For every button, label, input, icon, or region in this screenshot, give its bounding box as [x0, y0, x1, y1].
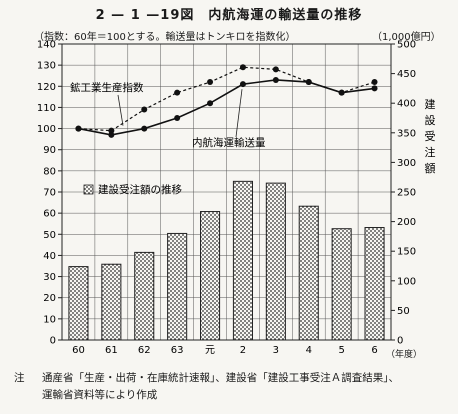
right-tick-label: 250 [397, 188, 416, 199]
coastal-shipping-label: 内航海運輸送量 [192, 136, 266, 149]
bar [134, 251, 155, 341]
right-axis-label-char: 注 [425, 145, 436, 159]
bar [200, 211, 221, 341]
coastal-shipping-point [305, 79, 312, 86]
left-tick-label: 110 [37, 103, 56, 114]
left-tick-label: 100 [37, 124, 56, 135]
left-tick-label: 40 [43, 251, 56, 262]
left-tick-label: 0 [50, 336, 56, 347]
left-tick-label: 10 [43, 314, 56, 325]
x-tick-label: 6 [371, 345, 377, 356]
note-line-1: 通産省「生産・出荷・在庫統計速報」、建設省「建設工事受注Ａ調査結果」、 [42, 372, 399, 384]
coastal-shipping-point [207, 100, 214, 107]
industrial-index-point [174, 89, 181, 96]
industrial-index-leader [117, 94, 124, 126]
bar [232, 180, 253, 341]
right-tick-label: 0 [397, 336, 403, 347]
x-tick-label: 2 [240, 345, 246, 356]
right-tick-label: 450 [397, 69, 416, 80]
right-tick-label: 300 [397, 158, 416, 169]
right-axis-label-char: 受 [425, 130, 436, 143]
bar [265, 182, 286, 341]
left-tick-label: 20 [43, 293, 56, 304]
coastal-shipping-point [108, 131, 115, 138]
bar [68, 266, 89, 341]
x-tick-label: 4 [306, 345, 312, 356]
note-line-2: 運輸省資料等により作成 [42, 389, 158, 401]
industrial-index-point [141, 106, 148, 113]
left-tick-label: 90 [43, 145, 56, 156]
chart-title: 2 — 1 —19図 内航海運の輸送量の推移 [95, 8, 363, 23]
right-tick-label: 100 [397, 276, 416, 287]
chart-labels: 0 10 20 30 40 50 60 70 80 90 100 110 120 130 140 0 50 100… [37, 40, 436, 357]
coastal-shipping-point [338, 89, 345, 96]
bar [101, 263, 122, 341]
left-tick-label: 80 [43, 166, 56, 177]
x-tick-label: 62 [138, 345, 151, 356]
x-tick-label: 元 [205, 345, 215, 356]
left-tick-label: 60 [43, 209, 56, 220]
left-tick-label: 130 [37, 61, 56, 72]
chart-axes [58, 43, 395, 341]
industrial-index-point [108, 127, 115, 134]
right-tick-label: 500 [397, 40, 416, 51]
bar [298, 205, 319, 341]
industrial-index-point [272, 66, 279, 73]
left-tick-label: 70 [43, 188, 56, 199]
industrial-index-point [371, 79, 378, 86]
bar [167, 232, 188, 341]
line-series [75, 64, 378, 138]
coastal-shipping-point [174, 115, 181, 121]
right-tick-label: 400 [397, 99, 416, 110]
right-axis-unit: （1,000億円） [372, 32, 441, 43]
right-tick-label: 50 [397, 306, 410, 317]
bar [331, 228, 352, 341]
source-note: 注 通産省「生産・出荷・在庫統計速報」、建設省「建設工事受注Ａ調査結果」、 運輸… [14, 370, 454, 404]
coastal-shipping-point [272, 76, 279, 83]
industrial-index-point [239, 64, 246, 71]
right-tick-label: 200 [397, 217, 416, 228]
coastal-shipping-point [141, 125, 148, 132]
chart-subtitle: （指数：60年＝100とする。輸送量はトンキロを指数化） [34, 32, 296, 43]
x-tick-label: 5 [338, 345, 344, 356]
industrial-index-point [207, 79, 214, 86]
x-tick-label: 3 [273, 345, 279, 356]
x-tick-label: 60 [72, 345, 85, 356]
x-tick-label: 63 [171, 345, 184, 356]
bar-legend-swatch [83, 184, 94, 195]
coastal-shipping-leader [235, 89, 243, 138]
right-tick-label: 150 [397, 247, 416, 258]
x-tick-label: 61 [105, 345, 118, 356]
right-axis-label-char: 額 [425, 162, 436, 175]
bar-legend-label: 建設受注額の推移 [98, 183, 182, 196]
right-tick-label: 350 [397, 128, 416, 139]
coastal-shipping-point [239, 81, 246, 88]
left-tick-label: 50 [43, 230, 56, 241]
industrial-index-label: 鉱工業生産指数 [70, 81, 144, 94]
right-axis-label-char: 建 [425, 97, 436, 111]
coastal-shipping-point [75, 125, 82, 132]
left-tick-label: 140 [37, 40, 56, 51]
x-axis-unit: （年度） [386, 350, 423, 360]
bar [364, 227, 385, 341]
right-axis-label-char: 設 [425, 113, 436, 127]
coastal-shipping-line [78, 79, 375, 136]
bar-series [68, 180, 385, 341]
left-tick-label: 120 [37, 82, 56, 93]
left-tick-label: 30 [43, 272, 56, 283]
note-mark: 注 [14, 372, 25, 384]
coastal-shipping-point [371, 85, 378, 92]
